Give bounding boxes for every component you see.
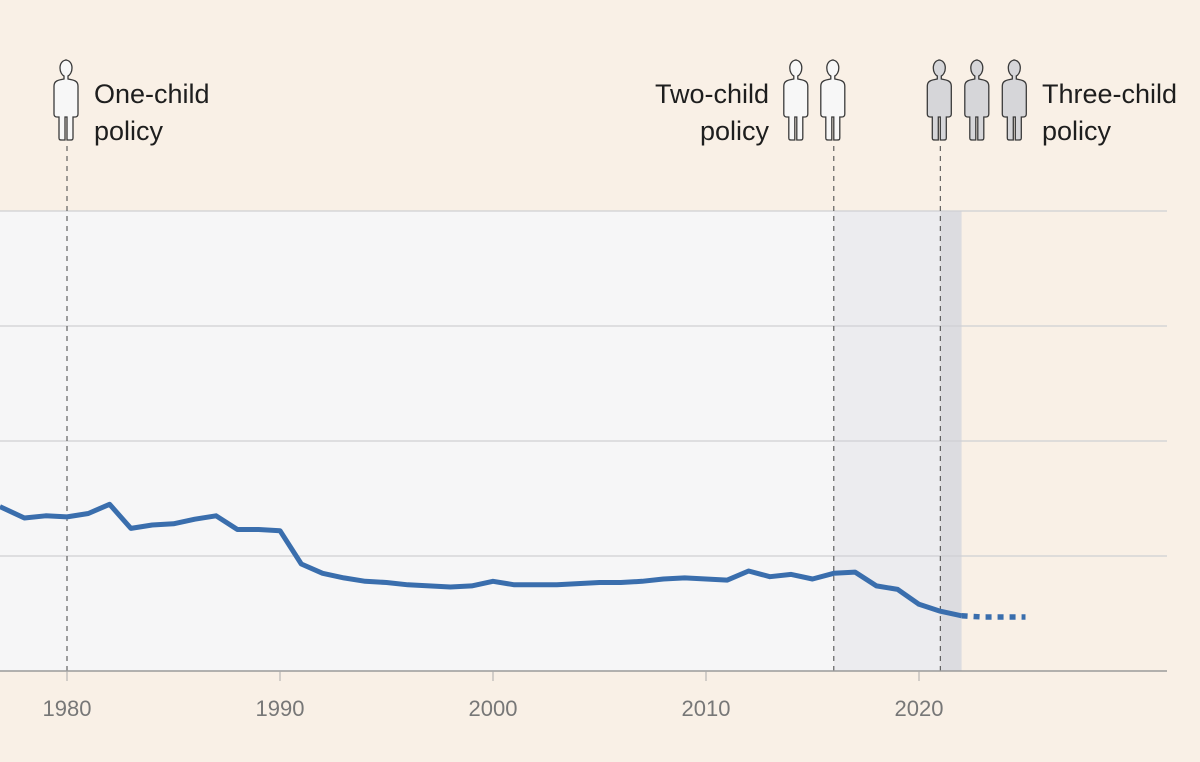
annotation-line: Three-child: [1042, 79, 1178, 109]
projection-line: [961, 613, 1026, 620]
person-icon: [926, 59, 952, 141]
person-figures: [53, 59, 1027, 141]
annotation-line: policy: [1042, 116, 1112, 146]
annotation-line: policy: [94, 116, 164, 146]
person-icon: [53, 59, 79, 141]
person-icon: [1001, 59, 1027, 141]
x-axis: 1980 1990 2000 2010 2020: [0, 670, 1167, 721]
observed-line: [0, 501, 963, 619]
series-lines: [0, 501, 1026, 620]
person-icon: [820, 59, 846, 141]
policy-marker-lines: [66, 146, 941, 671]
annotation-line: One-child: [94, 79, 210, 109]
person-icon: [964, 59, 990, 141]
gridlines: [0, 210, 1167, 557]
x-tick-label: 1980: [43, 696, 92, 721]
one-child-policy-label: One-child policy: [94, 76, 210, 150]
x-tick-label: 1990: [256, 696, 305, 721]
annotation-line: Two-child: [654, 79, 769, 109]
x-tick-label: 2020: [895, 696, 944, 721]
x-tick-label: 2010: [682, 696, 731, 721]
annotation-line: policy: [699, 116, 769, 146]
three-child-policy-label: Three-child policy: [1042, 76, 1177, 150]
two-child-policy-label: Two-child policy: [655, 76, 769, 150]
x-tick-label: 2000: [469, 696, 518, 721]
person-icon: [783, 59, 809, 141]
